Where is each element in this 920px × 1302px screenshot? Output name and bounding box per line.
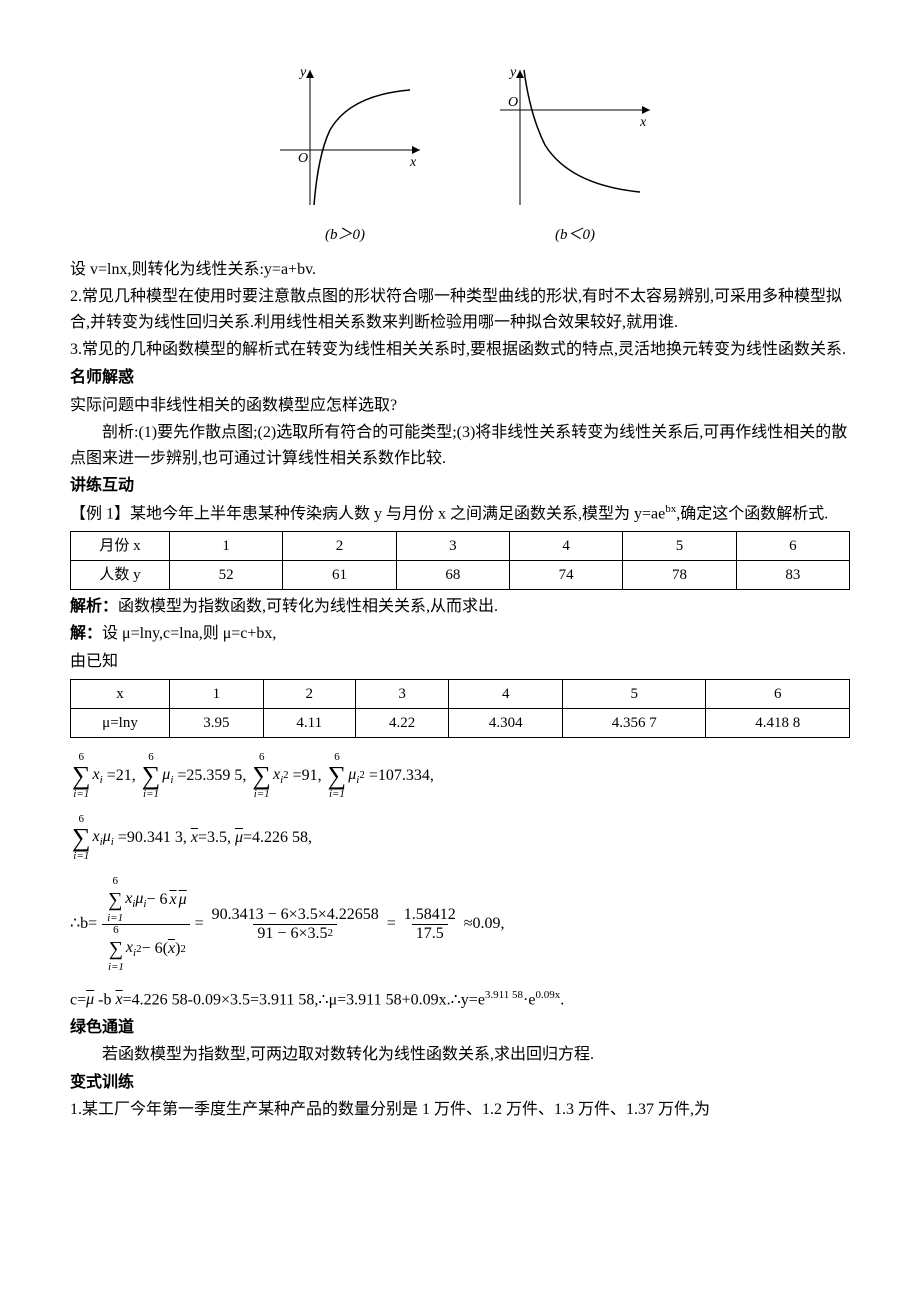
c-a: c= (70, 991, 86, 1008)
t2-h6: 6 (706, 679, 850, 708)
example-1-text-b: ,确定这个函数解析式. (676, 505, 828, 522)
t2-h3: 3 (355, 679, 449, 708)
t2-h0: x (71, 679, 170, 708)
t1-r3: 68 (396, 560, 509, 589)
para-shiji: 实际问题中非线性相关的函数模型应怎样选取? (70, 393, 850, 419)
c-c: =4.226 58-0.09×3.5=3.911 58,∴μ=3.911 58+… (123, 991, 485, 1008)
example-1-text-a: 某地今年上半年患某种传染病人数 y 与月份 x 之间满足函数关系,模型为 y=a… (130, 505, 665, 522)
para-jie: 解：设 μ=lny,c=lna,则 μ=c+bx, (70, 621, 850, 647)
label-jiexi: 解析： (70, 598, 118, 615)
t1-h1: 1 (170, 531, 283, 560)
equation-b: ∴b= 6∑i=1 xiμi − 6xμ 6∑i=1 xi2 − 6(x)2 =… (70, 876, 850, 973)
b-prefix: ∴b= (70, 911, 97, 937)
t2-h4: 4 (449, 679, 563, 708)
table-row: μ=lny 3.95 4.11 4.22 4.304 4.356 7 4.418… (71, 708, 850, 737)
figure-row: O x y (b＞0) O x y (b＜0) (70, 60, 850, 247)
svg-text:O: O (298, 151, 308, 166)
para-3: 3.常见的几种函数模型的解析式在转变为线性相关关系时,要根据函数式的特点,灵活地… (70, 337, 850, 363)
c-b: -b (94, 991, 111, 1008)
t2-r0: μ=lny (71, 708, 170, 737)
equation-c: c=μ -b x=4.226 58-0.09×3.5=3.911 58,∴μ=3… (70, 987, 850, 1013)
val-sum-x2: 91 (302, 763, 318, 789)
t2-h2: 2 (263, 679, 355, 708)
equation-sums-line1: 6∑i=1 xi =21, 6∑i=1 μi =25.359 5, 6∑i=1 … (70, 752, 850, 800)
val-sum-x: 21 (116, 763, 132, 789)
label-jie: 解： (70, 625, 102, 642)
t2-h5: 5 (563, 679, 706, 708)
svg-text:O: O (508, 95, 518, 110)
t1-r1: 52 (170, 560, 283, 589)
t2-r2: 4.11 (263, 708, 355, 737)
t1-h0: 月份 x (71, 531, 170, 560)
example-1-title: 【例 1】某地今年上半年患某种传染病人数 y 与月份 x 之间满足函数关系,模型… (70, 501, 850, 527)
table-row: 月份 x 1 2 3 4 5 6 (71, 531, 850, 560)
table-row: 人数 y 52 61 68 74 78 83 (71, 560, 850, 589)
figure-right: O x y (b＜0) (490, 60, 660, 247)
sigma-icon: 6∑i=1 (252, 752, 271, 800)
t1-r6: 83 (736, 560, 849, 589)
heading-bianshi: 变式训练 (70, 1070, 850, 1096)
plot-ln-positive: O x y (260, 60, 430, 210)
svg-text:y: y (298, 65, 307, 80)
c-exp2: 0.09x (535, 989, 560, 1001)
fraction-formula: 6∑i=1 xiμi − 6xμ 6∑i=1 xi2 − 6(x)2 (101, 876, 190, 973)
fraction-numeric-1: 90.3413 − 6×3.5×4.22658 91 − 6×3.52 (208, 906, 383, 942)
val-sum-mu: 25.359 5 (186, 763, 242, 789)
val-sum-xmu: 90.341 3 (127, 825, 183, 851)
heading-mingshi: 名师解惑 (70, 365, 850, 391)
plot-ln-negative: O x y (490, 60, 660, 210)
sigma-icon: 6∑i=1 (72, 752, 91, 800)
example-1-label: 【例 1】 (70, 505, 130, 522)
t2-r5: 4.356 7 (563, 708, 706, 737)
fraction-numeric-2: 1.58412 17.5 (400, 906, 460, 942)
t1-h3: 3 (396, 531, 509, 560)
svg-text:x: x (409, 155, 417, 170)
table-2: x 1 2 3 4 5 6 μ=lny 3.95 4.11 4.22 4.304… (70, 679, 850, 738)
val-mubar: 4.226 58 (252, 825, 308, 851)
t1-r2: 61 (283, 560, 396, 589)
val-sum-mu2: 107.334 (378, 763, 430, 789)
c-e: . (560, 991, 564, 1008)
c-exp1: 3.911 58 (485, 989, 523, 1001)
t2-r3: 4.22 (355, 708, 449, 737)
table-row: x 1 2 3 4 5 6 (71, 679, 850, 708)
sigma-icon: 6∑i=1 (142, 752, 161, 800)
t1-h4: 4 (509, 531, 622, 560)
svg-text:y: y (508, 65, 517, 80)
t1-r4: 74 (509, 560, 622, 589)
t1-h5: 5 (623, 531, 736, 560)
sigma-icon: 6∑i=1 (328, 752, 347, 800)
heading-jianglian: 讲练互动 (70, 473, 850, 499)
t2-h1: 1 (170, 679, 264, 708)
example-1-sup: bx (665, 503, 676, 515)
table-1: 月份 x 1 2 3 4 5 6 人数 y 52 61 68 74 78 83 (70, 531, 850, 590)
para-2: 2.常见几种模型在使用时要注意散点图的形状符合哪一种类型曲线的形状,有时不太容易… (70, 284, 850, 335)
svg-text:x: x (639, 115, 647, 130)
t1-r0: 人数 y (71, 560, 170, 589)
text-jie: 设 μ=lny,c=lna,则 μ=c+bx, (102, 625, 276, 642)
c-d: ·e (523, 991, 535, 1008)
sigma-icon: 6∑i=1 (72, 814, 91, 862)
equation-sums-line2: 6∑i=1 xiμi =90.341 3, x=3.5, μ=4.226 58, (70, 814, 850, 862)
text-jiexi: 函数模型为指数函数,可转化为线性相关关系,从而求出. (118, 598, 498, 615)
heading-lvse: 绿色通道 (70, 1015, 850, 1041)
b-approx: ≈0.09, (464, 911, 505, 937)
para-lvse: 若函数模型为指数型,可两边取对数转化为线性函数关系,求出回归方程. (70, 1042, 850, 1068)
t2-r6: 4.418 8 (706, 708, 850, 737)
para-bianshi: 1.某工厂今年第一季度生产某种产品的数量分别是 1 万件、1.2 万件、1.3 … (70, 1097, 850, 1123)
para-youyizhi: 由已知 (70, 649, 850, 675)
t1-h6: 6 (736, 531, 849, 560)
figure-left: O x y (b＞0) (260, 60, 430, 247)
para-poxi: 剖析:(1)要先作散点图;(2)选取所有符合的可能类型;(3)将非线性关系转变为… (70, 420, 850, 471)
val-xbar: 3.5 (207, 825, 227, 851)
t1-r5: 78 (623, 560, 736, 589)
t2-r1: 3.95 (170, 708, 264, 737)
para-setv: 设 v=lnx,则转化为线性关系:y=a+bv. (70, 257, 850, 283)
figure-left-caption: (b＞0) (260, 223, 430, 247)
figure-right-caption: (b＜0) (490, 223, 660, 247)
t1-h2: 2 (283, 531, 396, 560)
t2-r4: 4.304 (449, 708, 563, 737)
para-jiexi2: 解析：函数模型为指数函数,可转化为线性相关关系,从而求出. (70, 594, 850, 620)
